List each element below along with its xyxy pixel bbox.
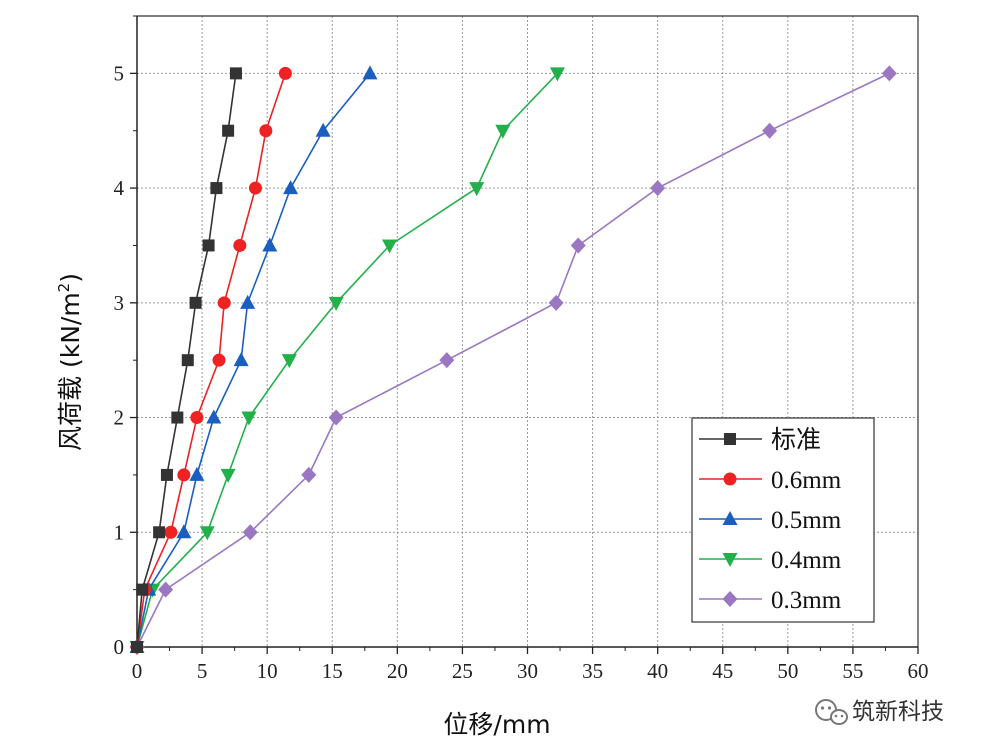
- wechat-icon: [815, 699, 848, 725]
- legend-label: 标准: [771, 426, 821, 454]
- legend-box: [691, 417, 875, 623]
- data-point-standard: [222, 124, 235, 137]
- x-tick-label: 60: [908, 659, 929, 683]
- y-axis-title-main: 风荷载 (kN/m: [56, 292, 85, 451]
- x-tick-label: 15: [322, 659, 343, 683]
- watermark: 筑新科技: [815, 699, 944, 725]
- x-tick-label: 55: [842, 659, 863, 683]
- x-tick-label: 25: [452, 659, 473, 683]
- y-tick-label: 1: [114, 520, 125, 544]
- data-point-standard: [131, 641, 143, 653]
- data-point-05mm: [233, 352, 249, 367]
- watermark-text: 筑新科技: [852, 699, 944, 725]
- data-point-04mm: [382, 239, 398, 254]
- legend-label: 0.5mm: [771, 507, 842, 534]
- legend-marker: [724, 433, 736, 445]
- data-point-03mm: [570, 237, 586, 254]
- data-point-06mm: [212, 353, 226, 367]
- data-point-standard: [210, 182, 223, 195]
- data-point-06mm: [259, 124, 273, 138]
- y-tick-label: 2: [114, 406, 125, 430]
- x-tick-label: 45: [712, 659, 733, 683]
- data-point-04mm: [220, 468, 236, 483]
- legend-marker: [722, 553, 738, 567]
- x-tick-label: 0: [132, 659, 143, 683]
- data-point-05mm: [240, 294, 256, 309]
- y-tick-label: 5: [114, 61, 125, 85]
- data-point-06mm: [278, 66, 292, 80]
- series-04mm: [129, 67, 565, 655]
- data-point-05mm: [176, 524, 192, 539]
- legend-item-06mm: 0.6mm: [699, 467, 842, 494]
- data-point-05mm: [315, 122, 331, 137]
- legend-label: 0.4mm: [771, 547, 842, 574]
- data-point-04mm: [469, 182, 485, 197]
- legend-marker: [722, 591, 738, 607]
- data-point-standard: [202, 239, 215, 252]
- y-tick-label: 4: [114, 176, 125, 200]
- data-point-03mm: [328, 409, 344, 426]
- data-point-06mm: [248, 181, 262, 195]
- data-point-06mm: [177, 468, 191, 482]
- data-point-04mm: [199, 526, 215, 541]
- legend-item-standard: 标准: [699, 426, 821, 454]
- data-point-04mm: [328, 296, 344, 311]
- data-point-04mm: [241, 411, 257, 426]
- series-layer: [129, 65, 897, 655]
- y-tick-label: 3: [114, 291, 125, 315]
- data-point-06mm: [217, 296, 231, 310]
- data-point-04mm: [495, 124, 511, 139]
- legend-label: 0.6mm: [771, 467, 842, 494]
- data-point-04mm: [549, 67, 565, 82]
- x-tick-label: 30: [517, 659, 538, 683]
- legend-marker: [723, 472, 737, 486]
- data-point-05mm: [262, 237, 278, 252]
- data-point-03mm: [242, 524, 258, 541]
- legend: 标准 0.6mm 0.5mm 0.4mm 0.3mm: [691, 417, 875, 623]
- x-tick-label: 50: [777, 659, 798, 683]
- legend-item-03mm: 0.3mm: [699, 587, 842, 614]
- series-standard: [131, 67, 242, 653]
- data-point-standard: [136, 583, 149, 596]
- data-point-standard: [181, 354, 194, 367]
- x-tick-label: 5: [197, 659, 208, 683]
- x-tick-label: 40: [647, 659, 668, 683]
- data-point-03mm: [762, 122, 778, 139]
- data-point-03mm: [301, 466, 317, 483]
- data-point-standard: [153, 526, 166, 539]
- data-point-06mm: [190, 411, 204, 425]
- data-point-05mm: [189, 466, 205, 481]
- series-06mm: [130, 66, 292, 654]
- x-tick-label: 10: [257, 659, 278, 683]
- data-point-03mm: [439, 352, 455, 369]
- data-point-standard: [229, 67, 242, 80]
- y-axis-title: 风荷载 (kN/m2): [55, 273, 85, 451]
- data-point-05mm: [362, 65, 378, 80]
- x-tick-label: 20: [387, 659, 408, 683]
- legend-item-04mm: 0.4mm: [699, 547, 842, 574]
- data-point-03mm: [548, 294, 564, 311]
- data-point-05mm: [206, 409, 222, 424]
- y-axis-title-superscript: 2: [55, 283, 73, 293]
- data-point-03mm: [650, 180, 666, 197]
- data-point-04mm: [281, 354, 297, 369]
- data-point-03mm: [158, 581, 174, 598]
- x-tick-label: 35: [582, 659, 603, 683]
- data-point-standard: [171, 411, 184, 424]
- legend-item-05mm: 0.5mm: [699, 507, 842, 534]
- y-tick-label: 0: [114, 635, 125, 659]
- data-point-standard: [160, 468, 173, 481]
- y-axis-title-close: ): [56, 273, 85, 283]
- data-point-05mm: [283, 180, 299, 195]
- data-point-03mm: [881, 65, 897, 82]
- legend-label: 0.3mm: [771, 587, 842, 614]
- legend-marker: [722, 511, 738, 525]
- data-point-06mm: [233, 238, 247, 252]
- x-axis-title: 位移/mm: [443, 710, 550, 739]
- data-point-06mm: [164, 525, 178, 539]
- data-point-standard: [189, 296, 202, 309]
